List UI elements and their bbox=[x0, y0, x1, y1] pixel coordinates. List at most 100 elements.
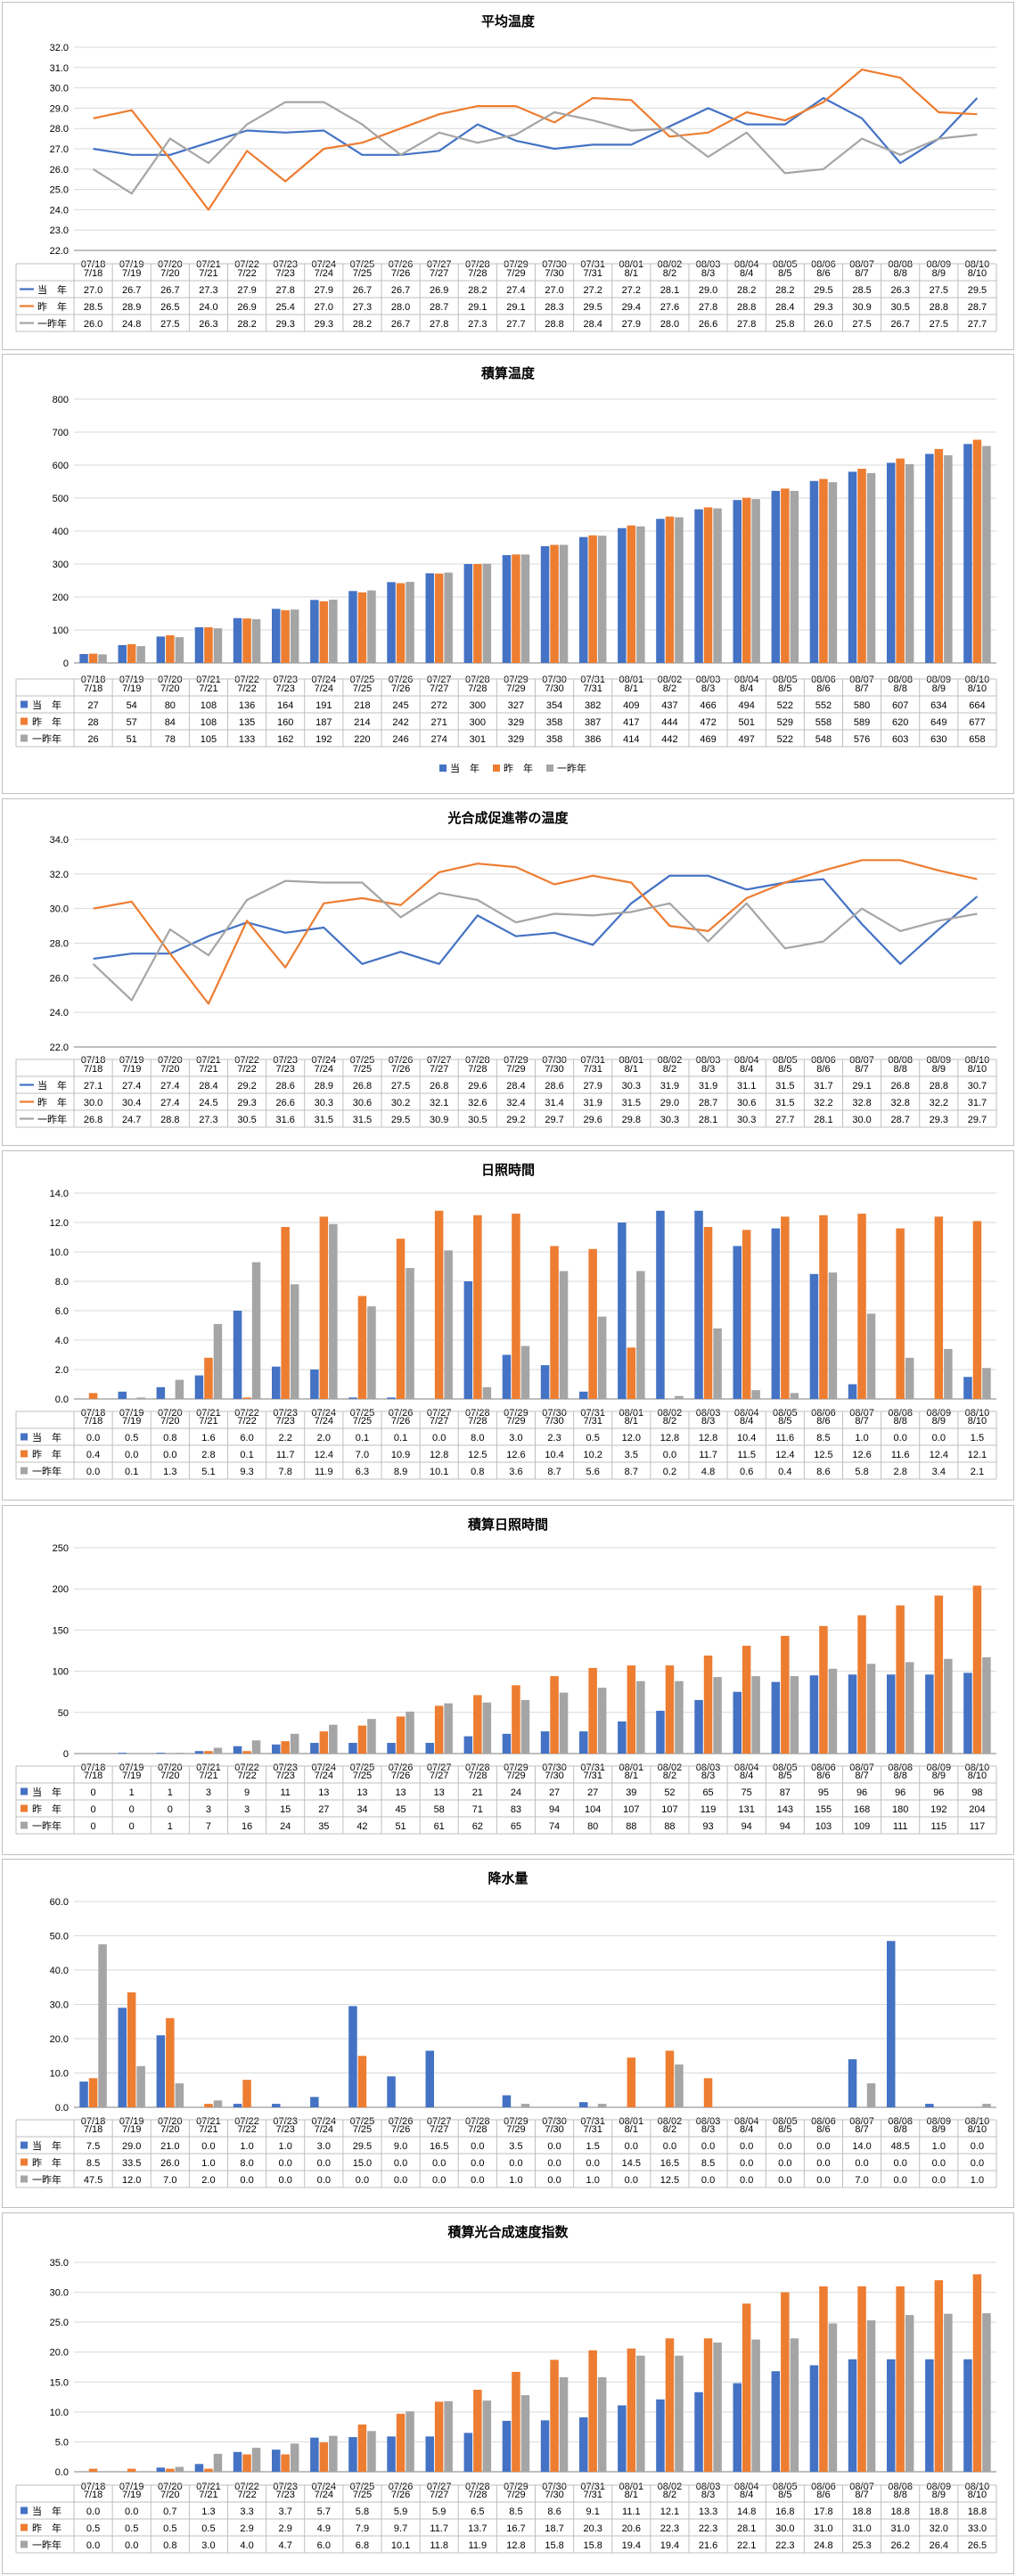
x-tick-label: 08/06 bbox=[811, 1762, 836, 1773]
x-tick-label: 08/01 bbox=[619, 2116, 644, 2127]
table-value-cell: 5.8 bbox=[356, 2506, 369, 2517]
table-value-cell: 16.8 bbox=[775, 2506, 794, 2517]
table-date-cell: 7/26 bbox=[391, 1770, 410, 1781]
y-tick-label: 0.0 bbox=[55, 2467, 69, 2478]
bar-3 bbox=[213, 2453, 223, 2472]
chart-title: 積算日照時間 bbox=[467, 1517, 548, 1533]
table-value-cell: 30.5 bbox=[237, 1115, 256, 1125]
table-value-cell: 32.8 bbox=[852, 1098, 871, 1108]
table-value-cell: 31.4 bbox=[545, 1098, 563, 1108]
y-tick-label: 0.0 bbox=[55, 1394, 69, 1405]
bar-3 bbox=[406, 582, 414, 663]
x-tick-label: 07/28 bbox=[465, 1762, 490, 1773]
series-name-cell: 昨 年 bbox=[32, 1448, 61, 1460]
bar-3 bbox=[751, 1390, 760, 1399]
table-value-cell: 26.5 bbox=[160, 302, 179, 313]
table-date-cell: 8/4 bbox=[740, 1416, 753, 1427]
bar-2 bbox=[819, 1625, 828, 1754]
table-value-cell: 246 bbox=[392, 734, 408, 745]
bar-3 bbox=[713, 508, 722, 663]
x-tick-label: 07/29 bbox=[504, 1408, 528, 1419]
table-value-cell: 27.9 bbox=[583, 1081, 602, 1092]
table-value-cell: 0.0 bbox=[932, 2158, 946, 2169]
table-date-cell: 7/25 bbox=[353, 1770, 372, 1781]
table-value-cell: 0.0 bbox=[471, 2158, 484, 2169]
chart-panel-photosynthesis-index: 積算光合成速度指数 0.0 5.0 10.0 15.0 20.0 25.0 30.0 35.0… bbox=[2, 2212, 1014, 2574]
table-value-cell: 29.8 bbox=[622, 1115, 641, 1125]
x-tick-label: 08/03 bbox=[696, 1762, 721, 1773]
series-name-cell: 当 年 bbox=[37, 283, 67, 296]
table-value-cell: 57 bbox=[127, 717, 137, 728]
x-tick-label: 07/18 bbox=[81, 2482, 106, 2492]
table-value-cell: 1.6 bbox=[201, 1433, 215, 1443]
table-value-cell: 13 bbox=[318, 1787, 329, 1798]
table-date-cell: 8/4 bbox=[740, 1770, 753, 1781]
bar-2 bbox=[396, 1239, 406, 1399]
table-value-cell: 0.8 bbox=[471, 1467, 484, 1477]
table-value-cell: 143 bbox=[777, 1804, 793, 1815]
x-tick-label: 08/09 bbox=[927, 675, 952, 685]
table-value-cell: 16 bbox=[242, 1821, 252, 1832]
bar-2 bbox=[934, 1595, 944, 1754]
y-tick-label: 12.0 bbox=[50, 1218, 69, 1229]
table-value-cell: 28.1 bbox=[737, 2523, 756, 2534]
table-value-cell: 272 bbox=[431, 700, 447, 711]
table-value-cell: 1.0 bbox=[586, 2175, 600, 2186]
x-tick-label: 08/10 bbox=[965, 1408, 990, 1419]
table-value-cell: 0.0 bbox=[932, 1433, 946, 1443]
bar-1 bbox=[118, 645, 127, 663]
bar-1 bbox=[348, 2006, 357, 2107]
table-value-cell: 10.4 bbox=[545, 1450, 563, 1460]
table-date-cell: 7/27 bbox=[430, 2490, 448, 2500]
table-value-cell: 0.0 bbox=[932, 2175, 946, 2186]
x-tick-label: 08/04 bbox=[734, 1055, 759, 1066]
table-date-cell: 7/29 bbox=[506, 2490, 525, 2500]
bar-2 bbox=[357, 2056, 367, 2108]
x-tick-label: 07/24 bbox=[312, 2482, 337, 2492]
table-value-cell: 9.3 bbox=[240, 1467, 253, 1477]
y-tick-label: 150 bbox=[53, 1625, 69, 1636]
series-name-cell: 一昨年 bbox=[32, 2539, 61, 2551]
table-value-cell: 87 bbox=[780, 1787, 791, 1798]
table-value-cell: 245 bbox=[392, 700, 408, 711]
bar-3 bbox=[866, 1313, 876, 1399]
x-tick-label: 08/09 bbox=[927, 1762, 952, 1773]
y-tick-label: 600 bbox=[53, 461, 69, 471]
table-value-cell: 0.0 bbox=[471, 2141, 484, 2152]
bar-2 bbox=[512, 554, 520, 663]
x-tick-label: 08/02 bbox=[658, 675, 683, 685]
bar-2 bbox=[588, 2350, 597, 2472]
legend-label: 一昨年 bbox=[557, 762, 586, 774]
bar-2 bbox=[819, 478, 828, 663]
bar-3 bbox=[905, 2315, 914, 2472]
table-date-cell: 8/6 bbox=[816, 1416, 830, 1427]
table-date-cell: 7/24 bbox=[315, 2490, 333, 2500]
bar-3 bbox=[982, 2104, 991, 2107]
bar-1 bbox=[118, 2008, 127, 2107]
table-value-cell: 0.0 bbox=[125, 2540, 138, 2551]
x-tick-label: 08/01 bbox=[619, 1408, 644, 1419]
table-value-cell: 27 bbox=[549, 1787, 560, 1798]
table-value-cell: 3.6 bbox=[509, 1467, 522, 1477]
table-value-cell: 29.7 bbox=[968, 1115, 987, 1125]
table-date-cell: 7/30 bbox=[545, 1770, 563, 1781]
x-tick-label: 08/04 bbox=[734, 259, 759, 270]
table-value-cell: 3.4 bbox=[932, 1467, 946, 1477]
chart-title: 平均温度 bbox=[480, 14, 535, 29]
table-value-cell: 31.7 bbox=[968, 1098, 987, 1108]
x-tick-label: 07/27 bbox=[427, 2482, 452, 2492]
bar-2 bbox=[703, 1227, 713, 1399]
table-date-cell: 7/24 bbox=[315, 1770, 333, 1781]
table-date-cell: 7/22 bbox=[237, 2490, 256, 2500]
table-value-cell: 0.0 bbox=[125, 1450, 138, 1460]
table-value-cell: 32.4 bbox=[506, 1098, 525, 1108]
y-tick-label: 300 bbox=[53, 560, 69, 570]
table-value-cell: 108 bbox=[201, 717, 217, 728]
x-tick-label: 08/05 bbox=[773, 1762, 798, 1773]
table-value-cell: 7.8 bbox=[279, 1467, 292, 1477]
table-date-cell: 8/8 bbox=[894, 2124, 907, 2135]
x-tick-label: 08/07 bbox=[849, 2482, 874, 2492]
x-tick-label: 07/19 bbox=[119, 1408, 144, 1419]
table-value-cell: 466 bbox=[700, 700, 716, 711]
bar-2 bbox=[281, 1227, 290, 1399]
